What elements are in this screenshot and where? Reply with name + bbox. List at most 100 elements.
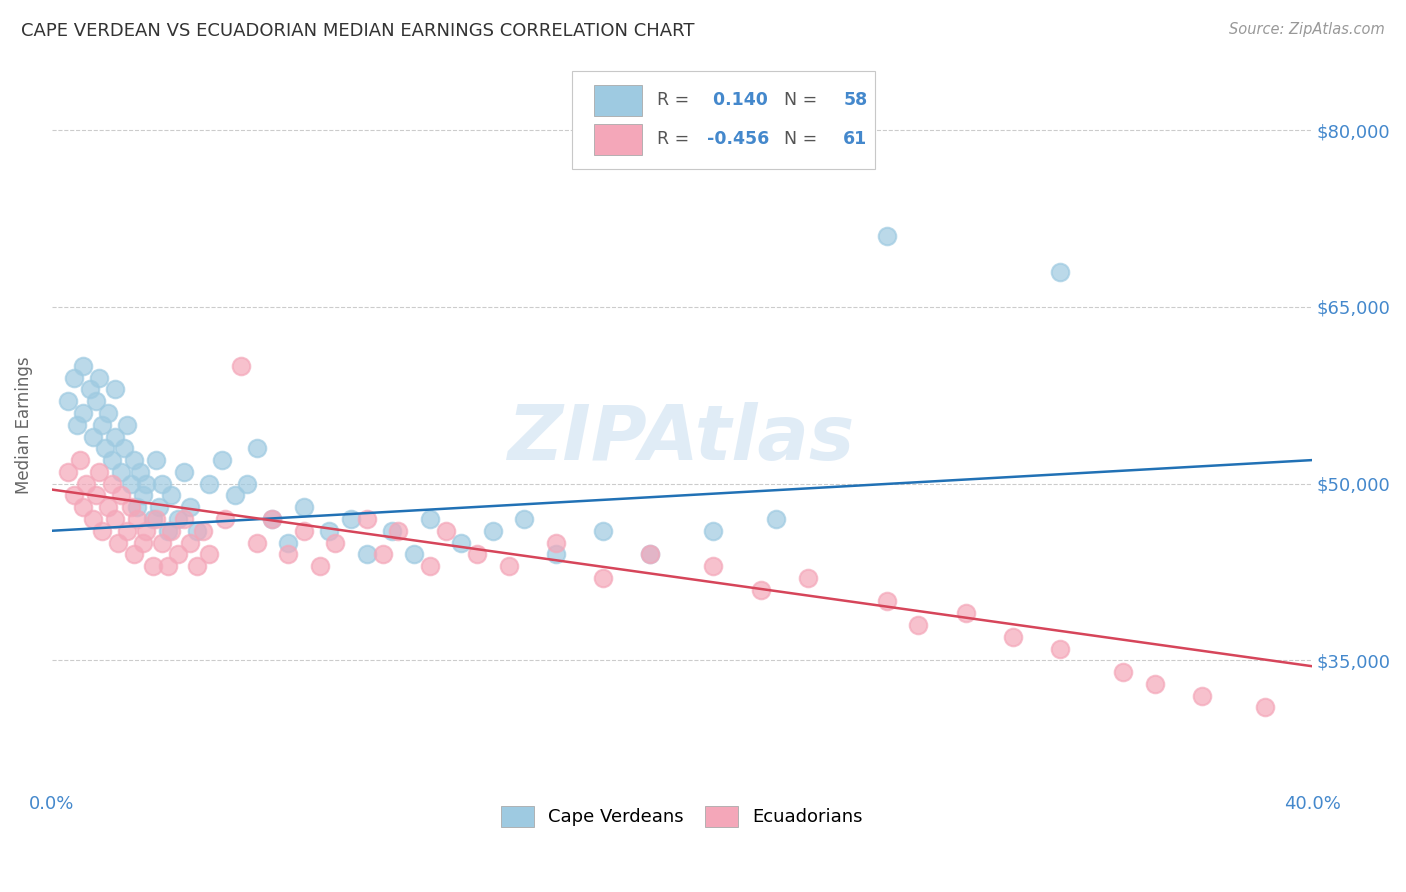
Point — [702, 524, 724, 538]
Point — [82, 429, 104, 443]
Point — [150, 476, 173, 491]
Point — [79, 383, 101, 397]
Text: R =: R = — [657, 130, 695, 148]
Point — [702, 559, 724, 574]
Point — [173, 465, 195, 479]
Point — [277, 535, 299, 549]
Point — [371, 547, 394, 561]
Point — [110, 488, 132, 502]
Point — [132, 535, 155, 549]
Point — [245, 535, 267, 549]
Text: 58: 58 — [844, 92, 868, 110]
Point — [544, 535, 567, 549]
Point — [214, 512, 236, 526]
Point — [198, 547, 221, 561]
Point — [419, 512, 441, 526]
Point — [186, 559, 208, 574]
Text: -0.456: -0.456 — [707, 130, 769, 148]
Point — [434, 524, 457, 538]
Point — [56, 465, 79, 479]
Text: N =: N = — [773, 130, 823, 148]
Point — [236, 476, 259, 491]
Point — [592, 524, 614, 538]
Point — [122, 547, 145, 561]
Point — [191, 524, 214, 538]
Point — [482, 524, 505, 538]
Point — [97, 406, 120, 420]
Point — [69, 453, 91, 467]
Point — [356, 512, 378, 526]
Point — [135, 524, 157, 538]
Point — [150, 535, 173, 549]
Point — [129, 465, 152, 479]
Point — [419, 559, 441, 574]
Point — [91, 524, 114, 538]
Y-axis label: Median Earnings: Median Earnings — [15, 356, 32, 493]
Point — [100, 453, 122, 467]
Point — [145, 512, 167, 526]
Point — [592, 571, 614, 585]
Point — [955, 606, 977, 620]
Point — [142, 512, 165, 526]
Point — [1001, 630, 1024, 644]
FancyBboxPatch shape — [572, 70, 875, 169]
Point — [292, 500, 315, 515]
Point — [94, 442, 117, 456]
Text: CAPE VERDEAN VS ECUADORIAN MEDIAN EARNINGS CORRELATION CHART: CAPE VERDEAN VS ECUADORIAN MEDIAN EARNIN… — [21, 22, 695, 40]
Point — [100, 476, 122, 491]
Point — [122, 453, 145, 467]
Legend: Cape Verdeans, Ecuadorians: Cape Verdeans, Ecuadorians — [492, 797, 872, 836]
Point — [104, 429, 127, 443]
Point — [356, 547, 378, 561]
Text: N =: N = — [773, 92, 823, 110]
Point — [62, 488, 84, 502]
Point — [640, 547, 662, 561]
Point — [1191, 689, 1213, 703]
Point — [160, 524, 183, 538]
Text: R =: R = — [657, 92, 695, 110]
Bar — [593, 85, 641, 116]
Point — [876, 229, 898, 244]
Point — [277, 547, 299, 561]
Point — [117, 417, 139, 432]
Point — [160, 488, 183, 502]
Text: ZIPAtlas: ZIPAtlas — [508, 402, 856, 476]
Point — [148, 500, 170, 515]
Point — [450, 535, 472, 549]
Point — [104, 512, 127, 526]
Point — [142, 559, 165, 574]
Point — [72, 359, 94, 373]
Point — [1143, 677, 1166, 691]
Point — [1112, 665, 1135, 680]
Point — [498, 559, 520, 574]
Point — [262, 512, 284, 526]
Point — [544, 547, 567, 561]
Point — [211, 453, 233, 467]
Point — [66, 417, 89, 432]
Point — [87, 370, 110, 384]
Point — [157, 559, 180, 574]
Point — [325, 535, 347, 549]
Point — [224, 488, 246, 502]
Point — [229, 359, 252, 373]
Point — [1049, 265, 1071, 279]
Point — [465, 547, 488, 561]
Point — [120, 500, 142, 515]
Point — [125, 512, 148, 526]
Point — [56, 394, 79, 409]
Point — [198, 476, 221, 491]
Point — [186, 524, 208, 538]
Point — [135, 476, 157, 491]
Text: 61: 61 — [844, 130, 868, 148]
Point — [797, 571, 820, 585]
Point — [75, 476, 97, 491]
Point — [1254, 700, 1277, 714]
Point — [157, 524, 180, 538]
Point — [104, 383, 127, 397]
Point — [62, 370, 84, 384]
Point — [245, 442, 267, 456]
Point — [173, 512, 195, 526]
Point — [179, 500, 201, 515]
Point — [765, 512, 787, 526]
Point — [145, 453, 167, 467]
